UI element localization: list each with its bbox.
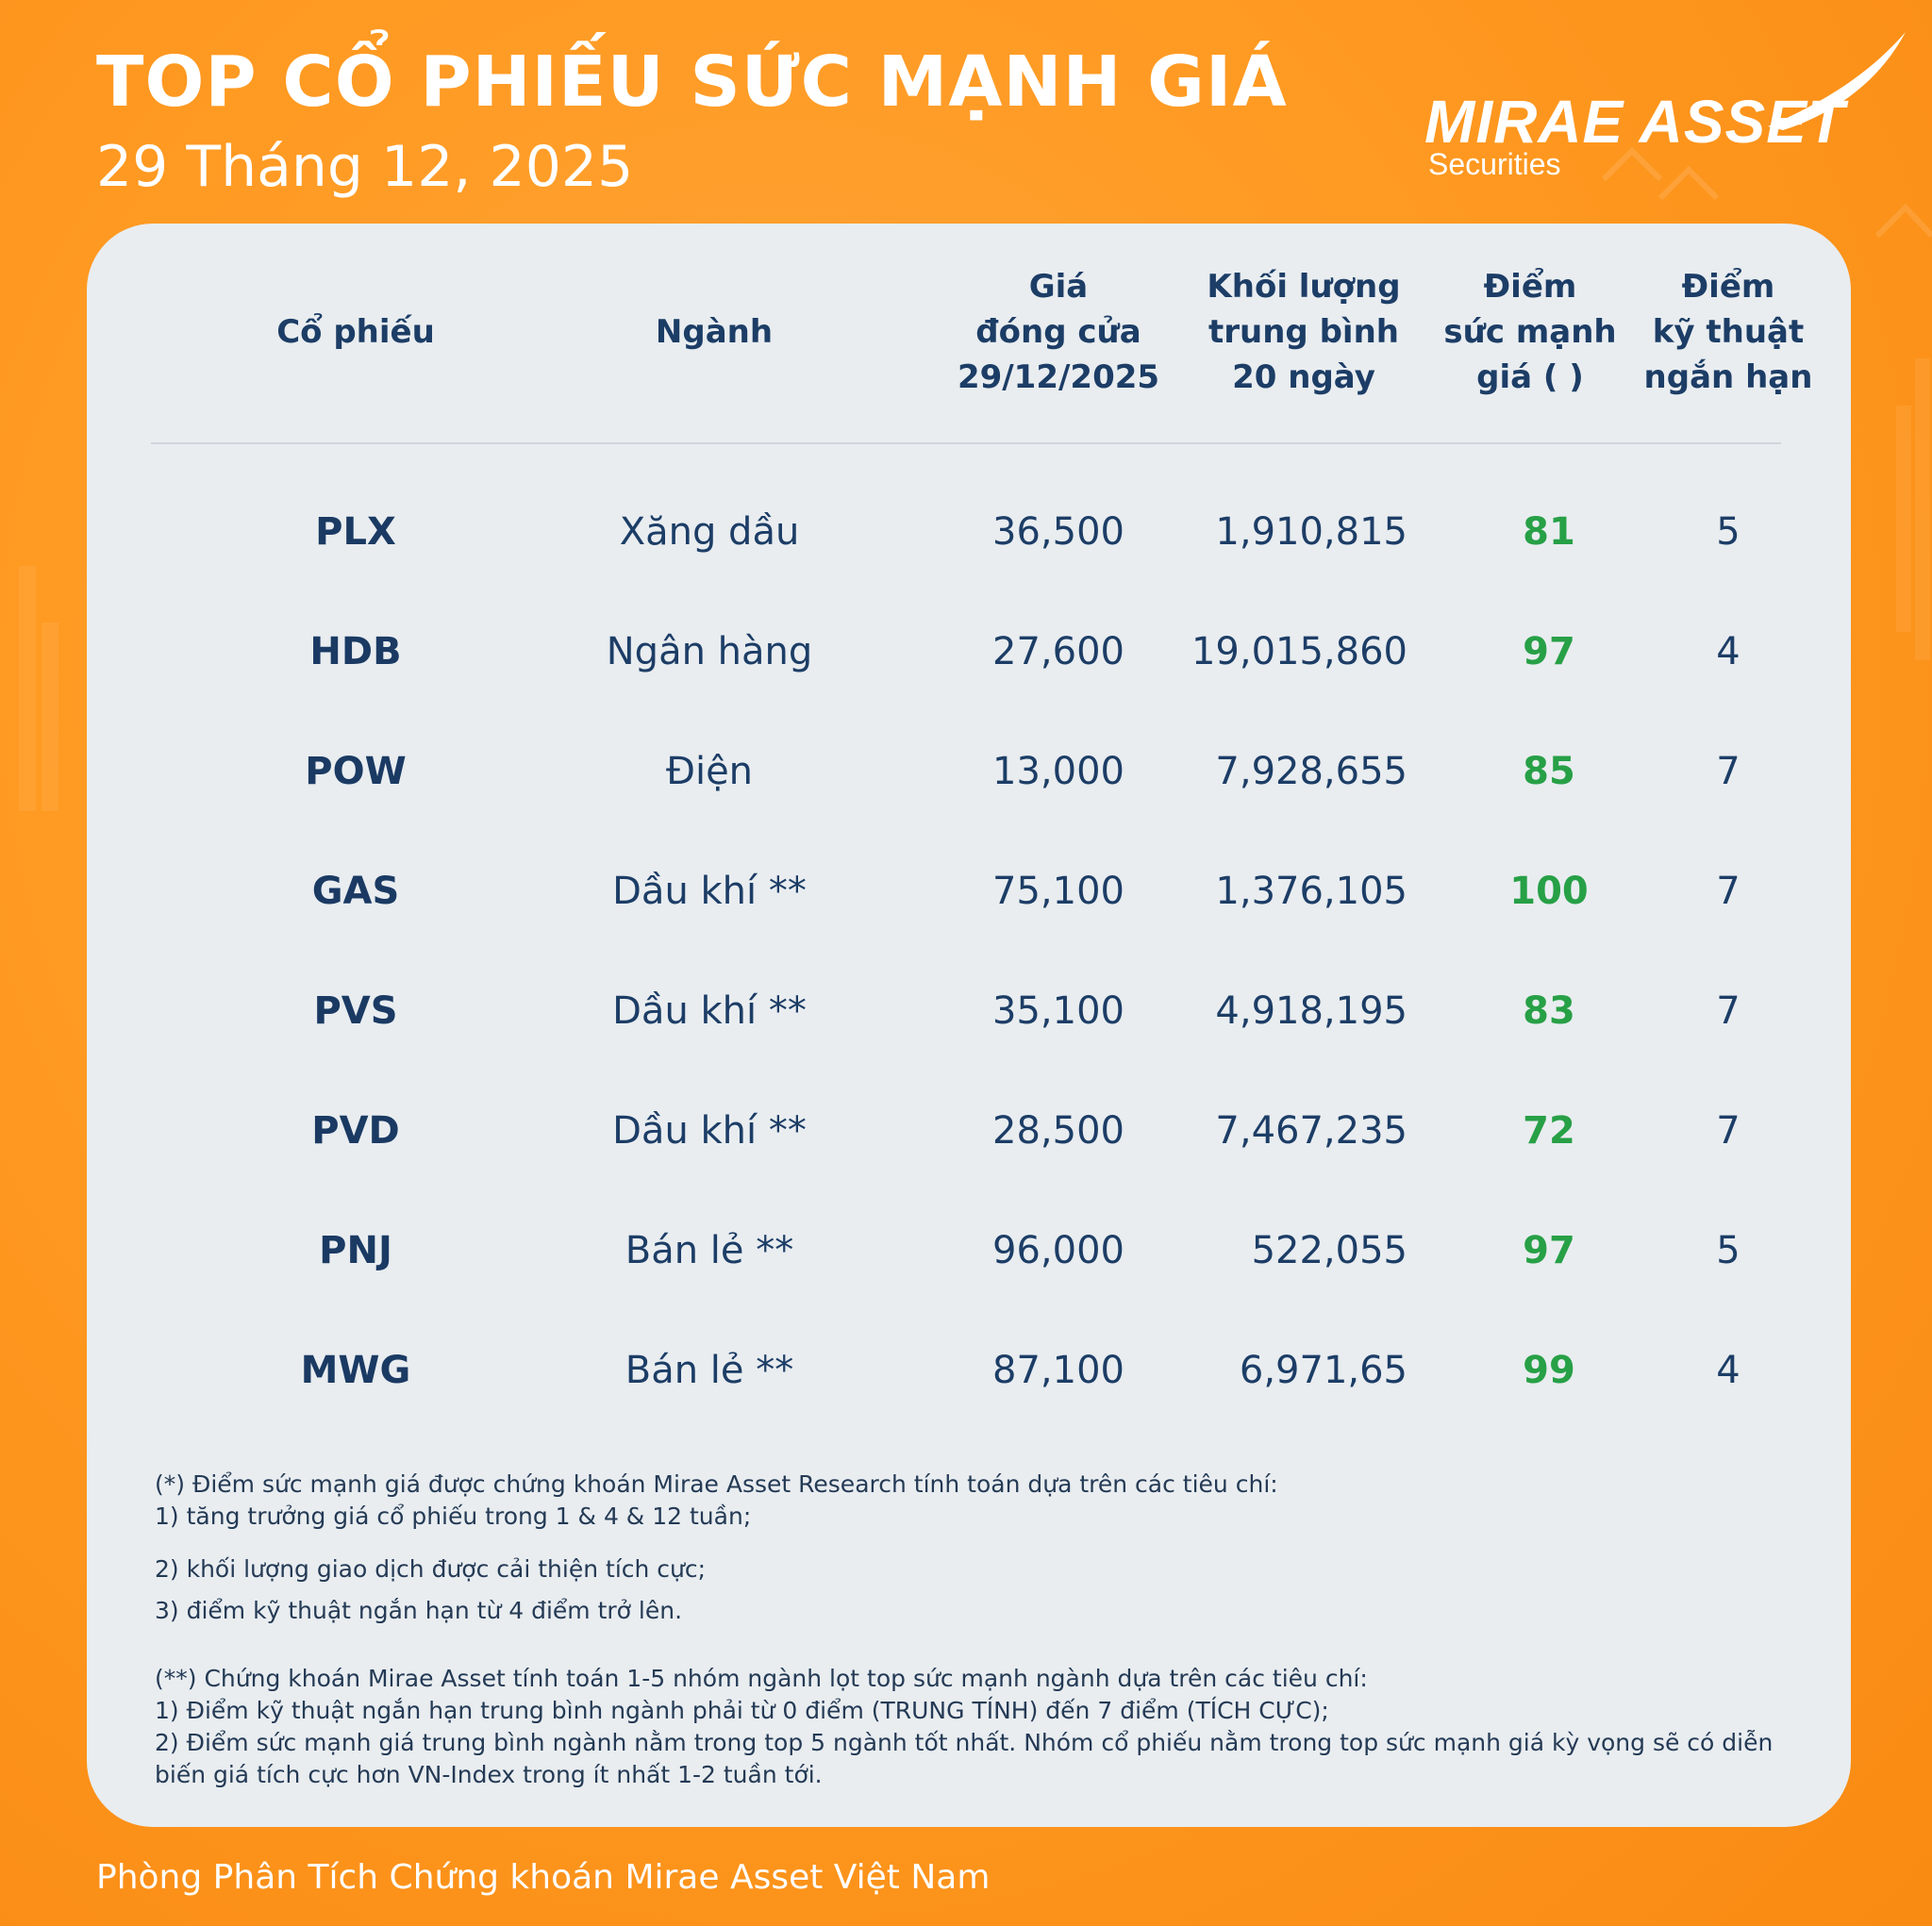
stock-table-card: Cổ phiếu Ngành Giá đóng cửa 29/12/2025 K… (87, 224, 1851, 1827)
footnotes: (*) Điểm sức mạnh giá được chứng khoán M… (155, 1469, 1796, 1791)
note-1-criterion-1: 1) tăng trưởng giá cổ phiếu trong 1 & 4 … (155, 1503, 752, 1530)
table-row: HDB Ngân hàng 27,600 19,015,860 97 4 (87, 591, 1851, 711)
column-header-avg-volume: Khối lượng trung bình 20 ngày (1207, 268, 1401, 396)
note-2-intro: (**) Chứng khoán Mirae Asset tính toán 1… (155, 1665, 1368, 1692)
price-cell: 27,600 (992, 629, 1124, 673)
sector-cell: Xăng dầu (619, 509, 800, 554)
column-header-sector: Ngành (655, 313, 774, 351)
mirae-asset-logo: MIRAE ASSET Securities (1424, 28, 1915, 198)
logo-name: MIRAE ASSET (1424, 88, 1845, 156)
ticker-cell: PNJ (319, 1228, 392, 1272)
table-header: Cổ phiếu Ngành Giá đóng cửa 29/12/2025 K… (87, 224, 1851, 440)
volume-cell: 1,376,105 (1215, 869, 1407, 913)
volume-cell: 19,015,860 (1191, 629, 1407, 673)
price-strength-cell: 100 (1509, 869, 1589, 913)
table-row: PLX Xăng dầu 36,500 1,910,815 81 5 (87, 472, 1851, 591)
table-row: PVD Dầu khí ** 28,500 7,467,235 72 7 (87, 1071, 1851, 1190)
table-row: PNJ Bán lẻ ** 96,000 522,055 97 5 (87, 1190, 1851, 1310)
price-strength-cell: 83 (1523, 988, 1575, 1033)
header-divider (151, 442, 1781, 444)
note-1-intro: (*) Điểm sức mạnh giá được chứng khoán M… (155, 1470, 1278, 1498)
price-cell: 13,000 (992, 749, 1124, 793)
technical-score-cell: 5 (1716, 1228, 1740, 1272)
price-strength-cell: 81 (1523, 509, 1575, 554)
price-cell: 35,100 (992, 988, 1124, 1033)
volume-cell: 6,971,65 (1239, 1348, 1407, 1392)
sector-cell: Bán lẻ ** (625, 1228, 794, 1272)
page-title: TOP CỔ PHIẾU SỨC MẠNH GIÁ (96, 42, 1288, 123)
volume-cell: 7,928,655 (1215, 749, 1407, 793)
column-header-close-price: Giá đóng cửa 29/12/2025 (957, 268, 1160, 396)
ticker-cell: GAS (311, 869, 400, 913)
volume-cell: 4,918,195 (1215, 988, 1407, 1033)
note-2-criterion-1: 1) Điểm kỹ thuật ngắn hạn trung bình ngà… (155, 1697, 1329, 1724)
table-row: PVS Dầu khí ** 35,100 4,918,195 83 7 (87, 951, 1851, 1071)
technical-score-cell: 7 (1716, 1108, 1740, 1153)
note-1-criterion-3: 3) điểm kỹ thuật ngắn hạn từ 4 điểm trở … (155, 1597, 683, 1624)
logo-subtitle: Securities (1428, 147, 1561, 181)
price-cell: 87,100 (992, 1348, 1124, 1392)
ticker-cell: HDB (309, 629, 402, 673)
price-cell: 75,100 (992, 869, 1124, 913)
price-strength-cell: 97 (1523, 629, 1575, 673)
ticker-cell: PVD (311, 1108, 400, 1153)
price-strength-cell: 72 (1523, 1108, 1575, 1153)
table-row: MWG Bán lẻ ** 87,100 6,971,65 99 4 (87, 1310, 1851, 1430)
logo-swoosh-icon (1768, 32, 1906, 130)
report-date: 29 Tháng 12, 2025 (96, 134, 634, 200)
note-2-criterion-2: 2) Điểm sức mạnh giá trung bình ngành nằ… (155, 1729, 1774, 1788)
technical-score-cell: 4 (1716, 629, 1740, 673)
volume-cell: 1,910,815 (1215, 509, 1407, 554)
column-header-technical-score: Điểm kỹ thuật ngắn hạn (1643, 268, 1813, 396)
price-strength-cell: 85 (1523, 749, 1575, 793)
technical-score-cell: 5 (1716, 509, 1740, 554)
sector-cell: Dầu khí ** (612, 1108, 807, 1153)
technical-score-cell: 4 (1716, 1348, 1740, 1392)
note-1-criterion-2: 2) khối lượng giao dịch được cải thiện t… (155, 1555, 707, 1583)
price-strength-cell: 99 (1523, 1348, 1575, 1392)
price-cell: 96,000 (992, 1228, 1124, 1272)
sector-cell: Dầu khí ** (612, 988, 807, 1033)
sector-cell: Bán lẻ ** (625, 1348, 794, 1392)
price-cell: 28,500 (992, 1108, 1124, 1153)
ticker-cell: POW (305, 749, 407, 793)
technical-score-cell: 7 (1716, 988, 1740, 1033)
price-cell: 36,500 (992, 509, 1124, 554)
column-header-price-strength: Điểm sức mạnh giá ( ) (1443, 268, 1617, 396)
table-row: GAS Dầu khí ** 75,100 1,376,105 100 7 (87, 831, 1851, 951)
price-strength-cell: 97 (1523, 1228, 1575, 1272)
footer-attribution: Phòng Phân Tích Chứng khoán Mirae Asset … (96, 1858, 991, 1897)
ticker-cell: PLX (315, 509, 396, 554)
sector-cell: Điện (665, 749, 754, 793)
column-header-ticker: Cổ phiếu (276, 313, 435, 351)
table-row: POW Điện 13,000 7,928,655 85 7 (87, 711, 1851, 831)
sector-cell: Ngân hàng (606, 629, 813, 673)
technical-score-cell: 7 (1716, 869, 1740, 913)
ticker-cell: MWG (300, 1348, 411, 1392)
volume-cell: 7,467,235 (1215, 1108, 1407, 1153)
sector-cell: Dầu khí ** (612, 869, 807, 913)
volume-cell: 522,055 (1251, 1228, 1407, 1272)
ticker-cell: PVS (313, 988, 398, 1033)
technical-score-cell: 7 (1716, 749, 1740, 793)
